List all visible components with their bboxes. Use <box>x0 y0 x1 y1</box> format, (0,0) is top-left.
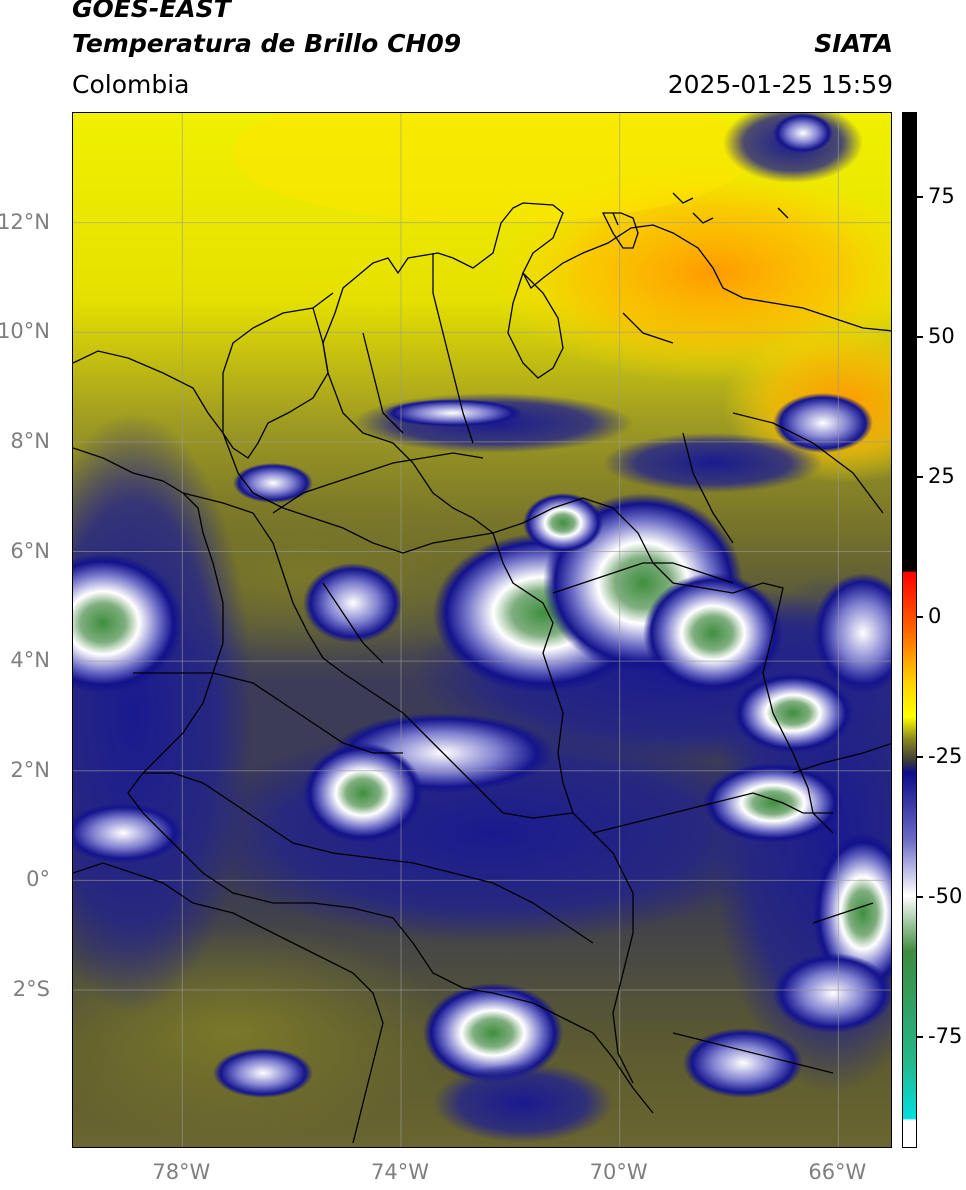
satellite-map <box>72 112 892 1148</box>
longitude-label: 78°W <box>152 1160 211 1184</box>
latitude-label: 10°N <box>0 319 50 344</box>
longitude-label: 66°W <box>808 1160 867 1184</box>
colorbar-tick <box>917 1036 923 1038</box>
convective-clouds <box>73 113 891 1143</box>
colorbar-tick-label: -25 <box>928 744 963 768</box>
latitude-label: 4°N <box>10 648 50 673</box>
colorbar-tick-label: -50 <box>928 884 963 908</box>
latitude-label: 12°N <box>0 209 50 234</box>
colorbar-tick <box>917 616 923 618</box>
colorbar-tick <box>917 336 923 338</box>
product-title: Temperatura de Brillo CH09 <box>72 29 462 58</box>
longitude-label: 70°W <box>589 1160 648 1184</box>
colorbar-tick <box>917 196 923 198</box>
colorbar-tick-label: 0 <box>928 604 942 628</box>
satellite-title: GOES-EAST <box>72 0 231 23</box>
longitude-label: 74°W <box>371 1160 429 1184</box>
latitude-label: 0° <box>26 867 50 892</box>
colorbar-tick-label: -75 <box>928 1024 963 1048</box>
colorbar-tick-label: 75 <box>928 184 955 208</box>
latitude-label: 8°N <box>10 428 50 453</box>
region-label: Colombia <box>72 70 190 99</box>
colorbar-tick <box>917 896 923 898</box>
latitude-label: 2°S <box>12 977 50 1002</box>
colorbar-tick-label: 50 <box>928 324 955 348</box>
latitude-label: 2°N <box>10 757 50 782</box>
colorbar-tick <box>917 756 923 758</box>
datetime-label: 2025-01-25 15:59 <box>667 70 893 99</box>
latitude-label: 6°N <box>10 538 50 563</box>
source-label: SIATA <box>814 29 893 58</box>
temperature-colorbar <box>902 112 917 1148</box>
colorbar-tick <box>917 476 923 478</box>
colorbar-tick-label: 25 <box>928 464 955 488</box>
gridlines <box>73 113 891 1147</box>
map-canvas <box>73 113 891 1147</box>
coastlines-and-borders <box>73 192 891 1144</box>
